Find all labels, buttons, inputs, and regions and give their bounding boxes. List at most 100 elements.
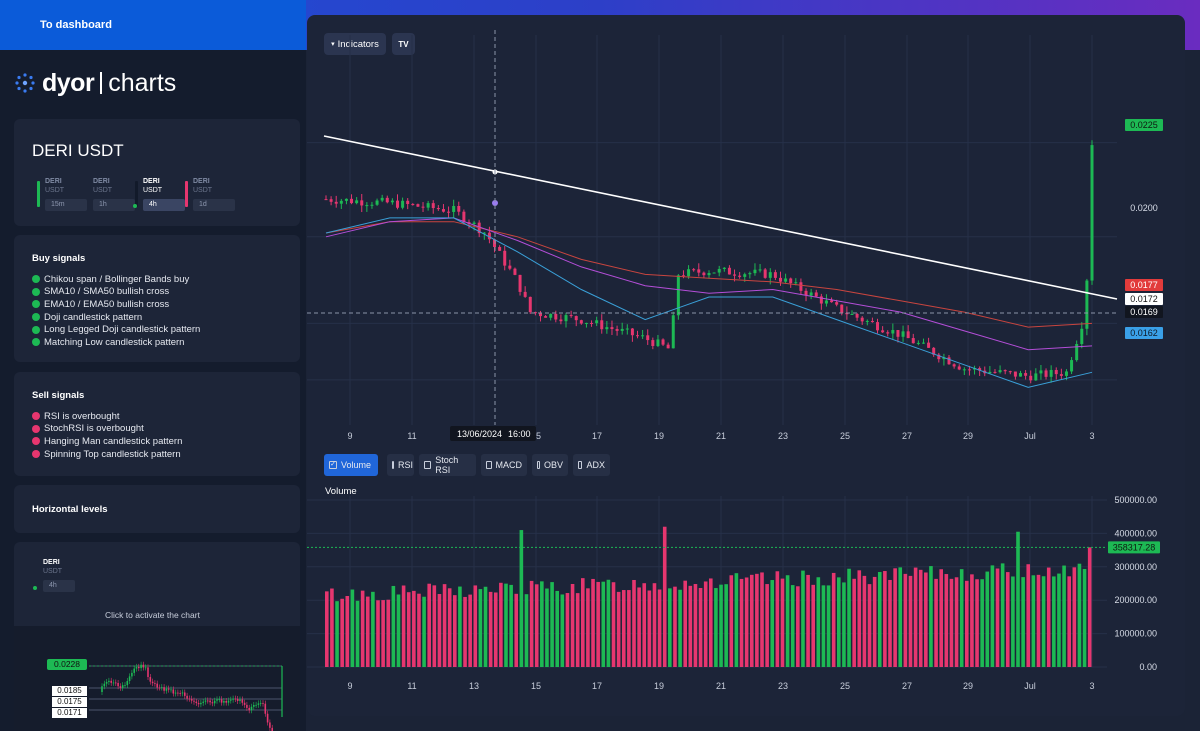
mini-candle-body [151,681,154,684]
volume-bar [1026,564,1031,667]
mini-candle-body [207,700,209,702]
volume-bar [555,590,559,667]
indicator-tab-stoch-rsi[interactable]: Stoch RSI [419,454,476,476]
volume-bar [924,572,928,667]
mini-candle-body [147,667,149,678]
candle-body [676,275,680,316]
mini-candle-body [239,699,241,702]
candle-body [375,200,379,205]
candle-body [738,275,742,277]
candle-body [426,203,430,208]
candle-body [656,339,660,347]
indicator-tab-adx[interactable]: ADX [573,454,610,476]
mini-candle-body [115,682,117,684]
main-chart-area: ▾ Indicators TV 0.0225 0.0200 0.0177 0.0172… [307,15,1185,716]
date-axis-label: 11 [407,431,416,441]
buy-signal-label: Long Legged Doji candlestick pattern [44,324,201,336]
to-dashboard-button[interactable]: To dashboard [0,0,306,50]
timeframe-4h[interactable]: DERI USDT 4h [135,177,185,211]
volume-bar [780,578,785,667]
frown-icon [32,437,40,446]
volume-bar [1077,563,1082,667]
volume-bar [668,588,672,667]
indicator-tab-obv[interactable]: OBV [532,454,568,476]
volume-bar [903,573,908,667]
mini-candle-body [234,698,237,700]
indicator-tab-macd[interactable]: MACD [481,454,527,476]
mini-candle-body [227,700,230,703]
volume-bar [432,585,437,667]
tradingview-button[interactable]: TV [392,33,415,55]
indicator-tab-label: OBV [543,460,563,470]
volume-bar [893,568,897,667]
sell-signal-item: Spinning Top candlestick pattern [32,448,282,461]
indicators-button[interactable]: ▾ Indicators [324,33,386,55]
volume-bar [545,588,549,667]
candle-body [549,313,553,318]
volume-bar [637,587,641,667]
volume-bar [970,574,974,667]
timeframe-base: DERI [143,178,160,185]
volume-bar [719,584,723,667]
tradingview-logo-icon: TV [398,39,409,49]
candle-body [590,322,594,324]
volume-bar [453,595,457,667]
indicator-tab-volume[interactable]: ✓ Volume [324,454,378,476]
mini-candle-body [200,702,202,705]
candle-body [809,292,813,296]
candle-body [564,315,568,322]
mini-candle-body [181,692,184,694]
volume-bar [1082,568,1087,667]
volume-bar [714,588,718,667]
volume-bar [980,579,984,667]
timeframe-1d[interactable]: DERI USDT 1d [185,177,235,211]
timeframe-candle-icon [185,181,188,207]
volume-bar [335,601,339,667]
volume-date-label: 25 [840,681,850,691]
volume-bar [918,569,923,667]
mini-candle-body [236,698,239,702]
candle-body [600,320,604,330]
dyor-charts-logo[interactable]: dyor charts [14,68,176,98]
volume-bar [826,585,831,667]
candle-body [472,222,476,224]
mini-candle-body [101,686,103,692]
price-axis-label: 0.0169 [1130,307,1158,317]
volume-bar [662,526,667,667]
volume-bar [616,591,621,667]
indicator-tab-rsi[interactable]: RSI [387,454,414,476]
candle-body [697,269,701,273]
mini-chart-panel[interactable]: DERI USDT 4h Click to activate the chart… [14,542,300,731]
candle-body [819,296,823,304]
volume-bar [1052,576,1056,667]
candle-body [457,206,461,212]
volume-date-label: 9 [347,681,352,691]
candle-body [625,328,629,330]
volume-bar [447,588,452,667]
volume-bar [678,589,682,667]
timeframe-15m[interactable]: DERI USDT 15m [37,177,87,211]
price-chart[interactable]: 0.0225 0.0200 0.0177 0.0172 0.0169 0.0162 9 11 1… [307,15,1185,455]
volume-bar [985,571,990,667]
mini-candle-body [121,685,124,688]
sell-signals-title: Sell signals [32,390,85,401]
volume-bar [611,582,616,667]
buy-signals-panel: Buy signals Chikou span / Bollinger Band… [14,235,300,362]
volume-bar [365,596,370,667]
logo-brand: dyor [42,68,95,97]
mini-candle-body [174,692,177,694]
candle-body [845,312,849,315]
timeframe-1h[interactable]: DERI USDT 1h [93,177,135,211]
horizontal-levels-panel[interactable]: Horizontal levels [14,485,300,533]
candle-body [610,327,614,330]
candle-body [1070,360,1074,372]
checkbox-icon [537,461,540,469]
candle-body [824,300,828,304]
candle-body [395,200,399,208]
candle-body [365,205,369,207]
volume-chart[interactable]: 500000.00 400000.00 300000.00 200000.00 1000… [307,496,1185,716]
ema-purple-line [325,217,1093,351]
volume-bar [381,600,385,667]
volume-bar [857,570,862,667]
mini-candle-body [117,683,119,687]
